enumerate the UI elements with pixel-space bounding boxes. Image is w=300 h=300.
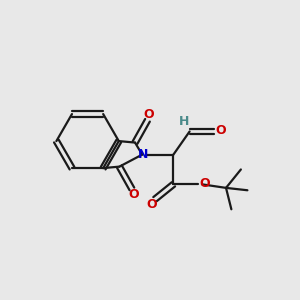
Text: O: O [215, 124, 226, 137]
Text: O: O [199, 177, 210, 190]
Text: N: N [138, 148, 148, 161]
Text: O: O [144, 108, 154, 122]
Text: O: O [128, 188, 139, 201]
Text: O: O [146, 198, 157, 211]
Text: H: H [179, 116, 189, 128]
